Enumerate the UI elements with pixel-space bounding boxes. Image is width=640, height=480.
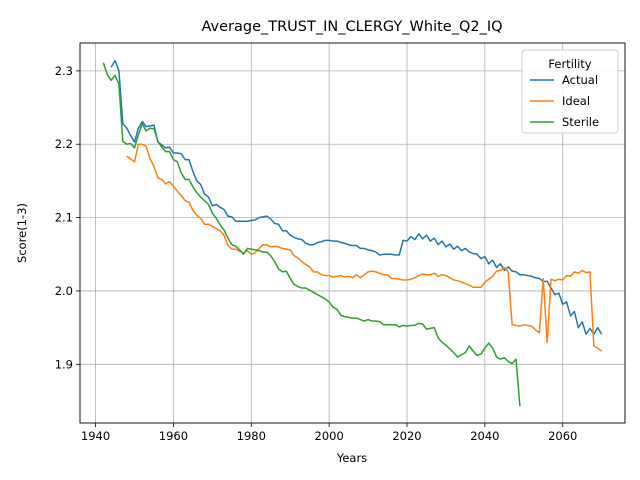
x-tick-label: 1940 bbox=[81, 429, 110, 443]
x-tick-label: 2040 bbox=[470, 429, 499, 443]
x-axis-label: Years bbox=[336, 451, 367, 465]
x-tick-label: 2020 bbox=[392, 429, 421, 443]
legend-label-ideal: Ideal bbox=[562, 94, 590, 108]
series-line-actual bbox=[110, 59, 603, 335]
y-tick-label: 1.9 bbox=[55, 357, 73, 371]
series-line-sterile bbox=[102, 62, 521, 407]
legend-box bbox=[521, 49, 619, 134]
chart-title: Average_TRUST_IN_CLERGY_White_Q2_IQ bbox=[201, 19, 502, 35]
legend-label-sterile: Sterile bbox=[562, 115, 599, 129]
x-tick-label: 1960 bbox=[159, 429, 188, 443]
plot-frame bbox=[79, 42, 626, 424]
y-tick-label: 2.0 bbox=[55, 284, 73, 298]
y-tick-label: 2.3 bbox=[55, 64, 73, 78]
x-tick-label: 2000 bbox=[315, 429, 344, 443]
grid bbox=[80, 43, 625, 423]
x-tick-label: 2060 bbox=[548, 429, 577, 443]
legend-label-actual: Actual bbox=[562, 73, 598, 87]
legend: Fertility Actual Ideal Sterile bbox=[521, 49, 619, 134]
series-lines bbox=[102, 59, 603, 407]
y-tick-label: 2.2 bbox=[55, 137, 73, 151]
x-tick-label: 1980 bbox=[237, 429, 266, 443]
y-axis-label: Score(1-3) bbox=[15, 203, 29, 263]
legend-title: Fertility bbox=[548, 57, 591, 71]
legend-entries: Actual Ideal Sterile bbox=[530, 73, 599, 129]
axis-ticks: 1940 1960 1980 2000 2020 2040 2060 1.9 2.0 2.1 2.2… bbox=[55, 64, 578, 443]
y-tick-label: 2.1 bbox=[55, 211, 73, 225]
series-line-ideal bbox=[126, 143, 603, 352]
